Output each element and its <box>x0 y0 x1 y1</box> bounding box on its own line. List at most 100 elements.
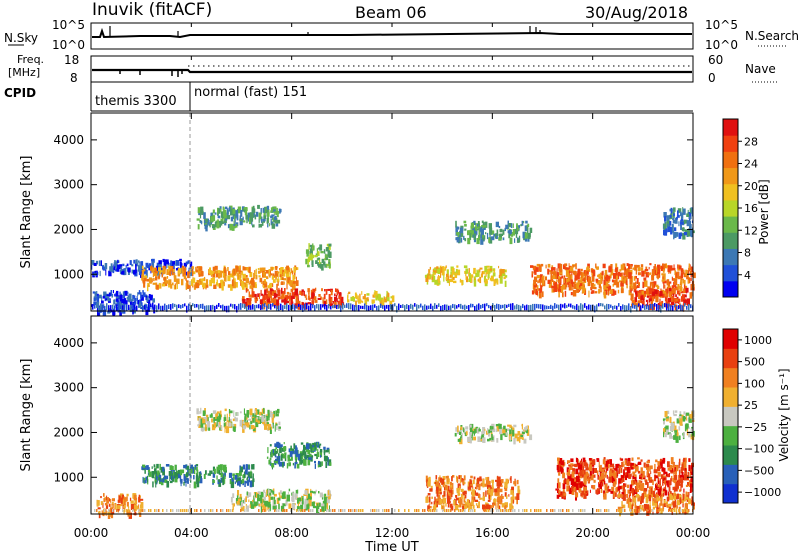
power-cell <box>547 279 551 284</box>
power-cell <box>250 215 254 222</box>
power-cell <box>172 303 174 309</box>
power-cell <box>126 303 128 311</box>
velocity-cell <box>574 463 578 468</box>
velocity-cell <box>649 465 651 472</box>
power-cell <box>672 207 676 212</box>
power-cell <box>482 222 485 226</box>
power-cell <box>340 296 344 303</box>
power-cell <box>132 304 134 309</box>
velocity-cell <box>122 499 124 505</box>
power-cell <box>668 281 672 284</box>
power-cell <box>112 304 114 310</box>
power-cell <box>267 290 271 297</box>
power-cell <box>677 208 682 213</box>
power-cell <box>158 303 160 310</box>
velocity-cell <box>521 431 525 435</box>
power-cell <box>295 267 299 270</box>
power-cell <box>615 267 618 272</box>
cpid-segment-2: normal (fast) 151 <box>194 85 307 100</box>
power-cell <box>576 282 579 289</box>
power-cell <box>290 301 294 307</box>
power-cell <box>275 275 277 280</box>
power-cell <box>169 267 172 270</box>
power-cell <box>276 214 279 218</box>
velocity-cell <box>546 509 548 512</box>
velocity-cell <box>267 501 271 508</box>
power-cell <box>586 305 588 310</box>
velocity-cell <box>265 415 269 422</box>
velocity-cell <box>687 482 690 486</box>
power-cell <box>651 288 656 294</box>
noise-left-label: N.Sky <box>4 31 38 45</box>
power-cell <box>564 303 566 309</box>
power-cell <box>669 289 671 293</box>
power-cell <box>224 218 228 221</box>
velocity-cell <box>472 499 474 506</box>
velocity-cell <box>242 506 245 512</box>
power-cell <box>477 279 479 282</box>
velocity-cell <box>360 509 362 512</box>
power-cell <box>676 271 680 279</box>
power-cell <box>186 280 189 283</box>
power-cell <box>529 227 533 233</box>
velocity-cell <box>672 509 674 512</box>
power-cell <box>678 265 682 270</box>
velocity-cell <box>283 442 285 445</box>
power-cell <box>218 273 221 279</box>
power-cell <box>580 271 583 275</box>
velocity-cell <box>514 433 518 439</box>
power-cell <box>323 261 326 266</box>
velocity-cell <box>673 501 677 508</box>
velocity-cell <box>491 479 494 483</box>
velocity-cell <box>260 504 264 508</box>
velocity-cell <box>569 487 573 493</box>
power-cell <box>478 278 481 283</box>
velocity-cell <box>621 475 624 479</box>
power-cell <box>205 283 207 290</box>
velocity-cell <box>558 472 561 476</box>
power-cell <box>147 284 150 287</box>
power-cell <box>633 276 636 281</box>
velocity-cell <box>215 415 219 421</box>
velocity-cell <box>434 509 436 512</box>
velocity-cell <box>640 467 643 474</box>
velocity-cell <box>481 434 484 439</box>
power-cell <box>558 282 561 289</box>
velocity-cell <box>430 485 433 491</box>
velocity-cell <box>262 419 266 425</box>
power-cell <box>655 284 659 288</box>
velocity-cell <box>485 504 490 510</box>
power-cell <box>234 278 236 282</box>
velocity-cell <box>199 418 203 424</box>
velocity-cell <box>239 473 241 479</box>
velocity-cell <box>106 497 109 504</box>
velocity-cell <box>692 504 695 510</box>
power-cell <box>531 271 534 275</box>
velocity-cell <box>680 481 683 488</box>
velocity-cell <box>292 492 295 499</box>
power-cell <box>361 291 363 295</box>
power-cell <box>581 273 583 278</box>
power-cell <box>683 279 686 285</box>
velocity-cell <box>326 497 330 504</box>
velocity-cell <box>490 489 494 496</box>
velocity-cell <box>645 497 649 504</box>
power-cell <box>317 265 322 268</box>
power-cell <box>141 267 143 272</box>
power-cell <box>642 301 645 306</box>
velocity-cell <box>668 473 670 478</box>
velocity-cell <box>212 410 217 414</box>
velocity-cell <box>568 464 572 467</box>
power-cell <box>338 295 342 300</box>
power-cell <box>93 297 96 302</box>
velocity-cell <box>311 501 315 507</box>
velocity-cell <box>116 509 118 512</box>
power-cell <box>223 266 226 273</box>
velocity-cell <box>282 503 287 507</box>
velocity-cell <box>571 488 574 495</box>
power-cell <box>608 304 610 310</box>
velocity-cell <box>630 509 632 512</box>
power-cell <box>495 221 499 228</box>
power-cell <box>274 270 278 277</box>
